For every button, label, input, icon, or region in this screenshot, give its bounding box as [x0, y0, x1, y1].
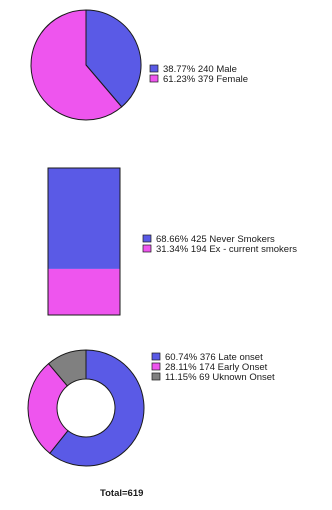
legend-item-ex-current-smokers: 31.34% 194 Ex - current smokers: [142, 244, 297, 255]
gender-pie-chart: [30, 9, 142, 121]
legend-item-never-smokers: 68.66% 425 Never Smokers: [142, 234, 275, 245]
pie-slice-female: [30, 9, 123, 121]
bar-segment-never-smokers: [48, 168, 120, 269]
legend-item-uknown-onset: 11.15% 69 Uknown Onset: [151, 372, 275, 383]
legend-label: 38.77% 240 Male: [163, 64, 237, 75]
legend-label: 68.66% 425 Never Smokers: [156, 234, 275, 245]
legend-item-early-onset: 28.11% 174 Early Onset: [151, 362, 268, 373]
legend-swatch: [142, 244, 152, 253]
legend-label: 11.15% 69 Uknown Onset: [165, 372, 275, 383]
legend-swatch: [149, 74, 159, 83]
onset-donut-chart: [27, 349, 145, 467]
legend-swatch: [149, 64, 159, 73]
legend-label: 60.74% 376 Late onset: [165, 352, 263, 363]
legend-label: 31.34% 194 Ex - current smokers: [156, 244, 297, 255]
total-label: Total=619: [100, 488, 143, 499]
pie-slice-male: [85, 9, 142, 108]
legend-swatch: [142, 234, 152, 243]
legend-swatch: [151, 362, 161, 371]
legend-item-male: 38.77% 240 Male: [149, 64, 237, 75]
legend-item-late-onset: 60.74% 376 Late onset: [151, 352, 263, 363]
bar-outline: [47, 167, 121, 316]
legend-swatch: [151, 352, 161, 361]
smoking-stacked-bar: [47, 167, 121, 316]
donut-slice-late-onset: [49, 349, 145, 467]
legend-label: 61.23% 379 Female: [163, 74, 248, 85]
legend-item-female: 61.23% 379 Female: [149, 74, 248, 85]
legend-label: 28.11% 174 Early Onset: [165, 362, 268, 373]
donut-slice-early-onset: [27, 362, 69, 454]
bar-segment-ex-current-smokers: [48, 268, 120, 315]
donut-slice-uknown-onset: [47, 349, 87, 387]
legend-swatch: [151, 372, 161, 381]
